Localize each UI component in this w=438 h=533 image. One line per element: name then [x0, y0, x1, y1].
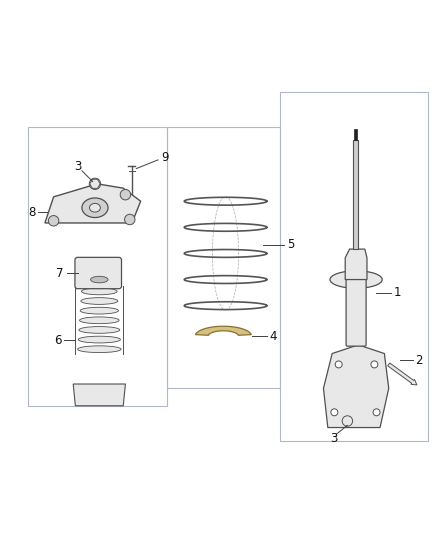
Circle shape: [124, 214, 135, 225]
Polygon shape: [90, 179, 100, 188]
Ellipse shape: [81, 276, 118, 287]
Text: 6: 6: [54, 334, 62, 347]
FancyBboxPatch shape: [346, 278, 366, 346]
Bar: [353, 140, 358, 249]
Text: 3: 3: [331, 432, 338, 445]
Text: 9: 9: [161, 151, 168, 164]
Ellipse shape: [82, 198, 108, 217]
Ellipse shape: [81, 288, 117, 295]
Ellipse shape: [91, 276, 108, 283]
Circle shape: [120, 189, 131, 200]
Text: 2: 2: [416, 353, 423, 367]
Ellipse shape: [89, 204, 100, 212]
Circle shape: [373, 409, 380, 416]
Text: 1: 1: [394, 286, 401, 299]
Circle shape: [89, 178, 101, 189]
Ellipse shape: [80, 308, 118, 314]
Text: 7: 7: [57, 266, 64, 279]
Ellipse shape: [330, 271, 382, 288]
Polygon shape: [195, 326, 251, 335]
Circle shape: [331, 409, 338, 416]
Ellipse shape: [81, 297, 118, 304]
Polygon shape: [345, 249, 367, 279]
Ellipse shape: [78, 336, 120, 343]
Polygon shape: [73, 384, 125, 406]
Polygon shape: [323, 345, 389, 427]
Ellipse shape: [80, 317, 119, 324]
FancyArrow shape: [388, 363, 417, 385]
Text: 8: 8: [28, 206, 35, 219]
Ellipse shape: [79, 327, 120, 333]
Circle shape: [371, 361, 378, 368]
Circle shape: [48, 215, 59, 226]
Polygon shape: [45, 184, 141, 223]
Text: 4: 4: [270, 329, 277, 343]
Bar: [354, 130, 357, 140]
Circle shape: [342, 416, 353, 426]
Circle shape: [335, 361, 342, 368]
Ellipse shape: [78, 346, 121, 353]
Text: 5: 5: [287, 238, 294, 251]
FancyBboxPatch shape: [75, 257, 121, 289]
Text: 3: 3: [74, 160, 81, 173]
